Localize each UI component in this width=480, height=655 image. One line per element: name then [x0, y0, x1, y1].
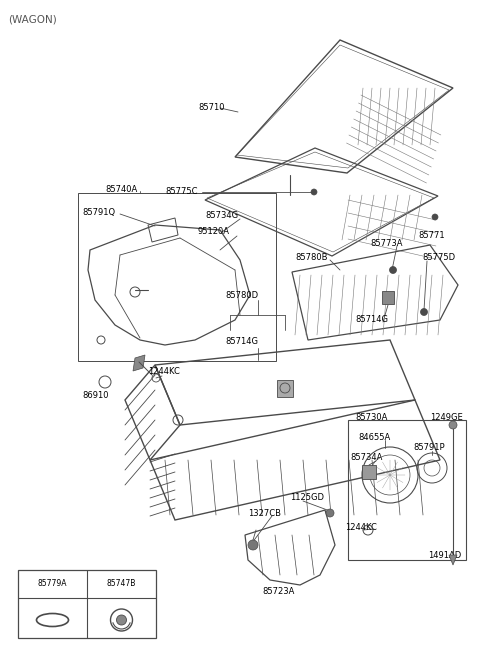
Text: 85775C: 85775C	[165, 187, 197, 196]
Polygon shape	[277, 380, 293, 397]
Text: 1249GE: 1249GE	[430, 413, 463, 422]
Text: 85779A: 85779A	[38, 580, 67, 588]
Text: 85771: 85771	[418, 231, 444, 240]
Text: 1125GD: 1125GD	[290, 493, 324, 502]
Text: 85747B: 85747B	[107, 580, 136, 588]
Polygon shape	[449, 555, 457, 565]
Text: 1244KC: 1244KC	[345, 523, 377, 531]
Bar	[362, 465, 376, 479]
Text: 85780D: 85780D	[225, 291, 258, 299]
Circle shape	[389, 267, 396, 274]
Circle shape	[248, 540, 258, 550]
Text: 1491AD: 1491AD	[428, 550, 461, 559]
Polygon shape	[133, 355, 145, 371]
Text: 85775D: 85775D	[422, 253, 455, 263]
Text: 85791P: 85791P	[413, 443, 444, 451]
Text: 85714G: 85714G	[355, 316, 388, 324]
Text: 85734A: 85734A	[350, 453, 383, 462]
Text: (WAGON): (WAGON)	[8, 14, 57, 24]
Text: 95120A: 95120A	[198, 227, 230, 236]
Circle shape	[326, 509, 334, 517]
Circle shape	[432, 214, 438, 220]
Circle shape	[420, 309, 428, 316]
Bar	[78, 193, 276, 361]
Text: 85773A: 85773A	[370, 240, 403, 248]
Circle shape	[311, 189, 317, 195]
Bar	[18, 570, 156, 638]
Circle shape	[449, 421, 457, 429]
Text: 85723A: 85723A	[262, 588, 294, 597]
Text: 84655A: 84655A	[358, 432, 390, 441]
Text: 85714G: 85714G	[225, 337, 258, 346]
Text: 85730A: 85730A	[355, 413, 387, 422]
Text: 85791Q: 85791Q	[82, 208, 115, 217]
Text: 85734G: 85734G	[205, 210, 238, 219]
Bar	[382, 291, 394, 304]
Text: 85740A: 85740A	[105, 185, 137, 195]
Text: 85780B: 85780B	[295, 252, 327, 261]
Circle shape	[117, 615, 127, 625]
Text: 1327CB: 1327CB	[248, 508, 281, 517]
Text: 1244KC: 1244KC	[148, 367, 180, 377]
Text: 85710: 85710	[198, 103, 225, 113]
Text: 86910: 86910	[82, 390, 108, 400]
Bar	[348, 420, 466, 560]
